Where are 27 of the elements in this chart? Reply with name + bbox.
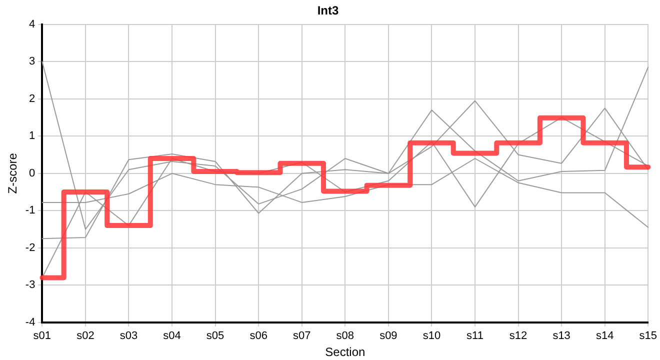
y-tick-label: 3 [29,56,36,68]
x-tick-label: s07 [293,330,311,342]
x-tick-label: s14 [596,330,614,342]
x-axis-title: Section [325,345,366,360]
x-tick-label: s04 [163,330,181,342]
x-tick-label: s08 [336,330,354,342]
x-tick-label: s01 [33,330,52,342]
x-tick-label: s09 [380,330,398,342]
x-tick-label: s15 [639,330,658,342]
x-tick-label: s12 [509,330,528,342]
x-tick-label: s03 [120,330,138,342]
y-tick-label: 0 [29,167,36,180]
y-tick-label: 1 [29,130,36,142]
x-tick-label: s13 [552,330,570,342]
y-tick-label: 4 [29,18,36,30]
x-tick-label: s10 [422,330,441,342]
y-axis-title: Z-score [6,152,20,194]
x-tick-label: s05 [206,330,224,342]
y-tick-label: 2 [29,92,36,105]
y-tick-label: -3 [25,279,36,292]
y-tick-label: -1 [25,204,36,217]
x-tick-label: s11 [466,330,484,342]
y-tick-label: -2 [25,242,36,254]
x-tick-label: s06 [250,330,268,342]
chart-title: Int3 [317,4,339,18]
y-tick-label: -4 [25,316,36,328]
x-tick-label: s02 [76,330,94,342]
